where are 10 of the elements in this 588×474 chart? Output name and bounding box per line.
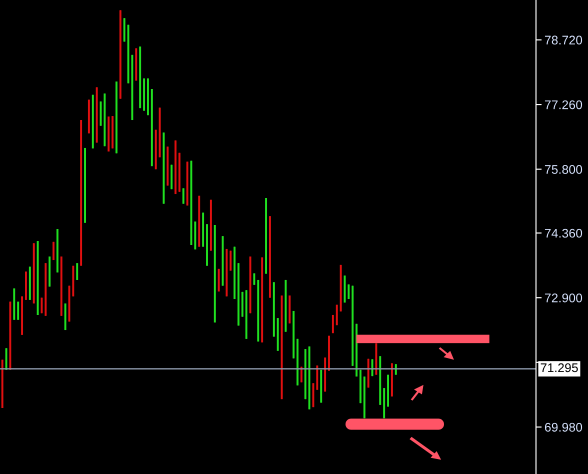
y-tick-label: 75.800 <box>544 165 582 174</box>
y-tick-label: 69.980 <box>544 422 582 432</box>
y-tick-label: 77.260 <box>544 100 582 110</box>
y-tick-label: 72.900 <box>544 293 582 302</box>
y-tick-label: 78.720 <box>544 36 582 45</box>
y-tick-label: 74.360 <box>544 228 582 238</box>
candlestick <box>257 280 260 342</box>
ref-line-label: 71.295 <box>540 363 578 372</box>
candlestick <box>64 303 66 330</box>
candlestick <box>174 140 176 194</box>
